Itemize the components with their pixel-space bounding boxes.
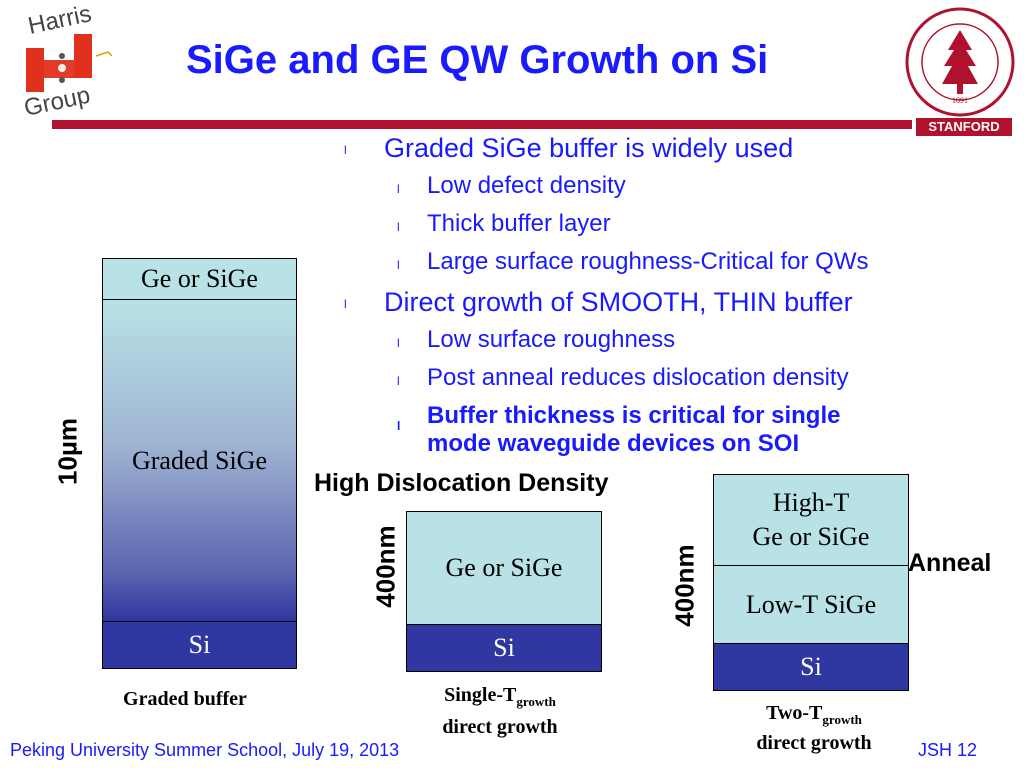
caption-single-t: Single-Tgrowth [444,684,556,709]
slide-title: SiGe and GE QW Growth on Si [186,38,769,82]
bullet-marker: l [397,336,400,350]
svg-text:1891: 1891 [952,96,968,105]
caption-graded-buffer: Graded buffer [123,688,247,710]
layer-low-t-sige: Low-T SiGe [713,565,909,644]
layer-ge-or-sige-single: Ge or SiGe [406,511,602,625]
bullet-marker: l [397,220,400,234]
footer-event: Peking University Summer School, July 19… [10,740,400,760]
caption-two-t-line2: direct growth [756,732,872,754]
layer-graded-sige: Graded SiGe [102,299,297,622]
footer-page: JSH 12 [918,740,978,760]
annotation-high-dislocation: High Dislocation Density [314,469,609,497]
caption-single-t-line2: direct growth [442,716,558,738]
thickness-label-400nm-two-t: 400nm [669,544,700,627]
layer-si-substrate: Si [102,621,297,669]
layer-si-single: Si [406,624,602,672]
stanford-seal-logo: 1891 [905,7,1015,117]
subbullet-low-roughness: l Low surface roughness [397,326,676,353]
subbullet-thick-buffer: l Thick buffer layer [397,210,611,237]
bullet-marker: l [344,143,347,157]
subbullet-buffer-thickness: l Buffer thickness is critical for singl… [397,402,841,457]
subbullet-surface-roughness: l Large surface roughness-Critical for Q… [397,248,869,275]
bullet-marker: l [344,297,347,311]
bullet-marker: l [397,182,400,196]
caption-two-t: Two-Tgrowth [766,702,862,727]
thickness-label-400nm-single: 400nm [370,525,401,608]
title-divider [52,120,912,129]
layer-ge-or-sige-top: Ge or SiGe [102,258,297,300]
annotation-anneal: Anneal [908,549,992,577]
thickness-label-10um: 10µm [52,417,83,486]
layer-si-two-t: Si [713,643,909,691]
bullet-graded-buffer: l Graded SiGe buffer is widely used [344,133,794,163]
subbullet-post-anneal: l Post anneal reduces dislocation densit… [397,364,849,391]
bullet-marker: l [397,419,401,433]
subbullet-low-defect: l Low defect density [397,172,626,199]
bullet-marker: l [397,374,400,388]
stanford-label: STANFORD [916,118,1012,136]
layer-high-t: High-T Ge or SiGe [713,474,909,566]
bullet-direct-growth: l Direct growth of SMOOTH, THIN buffer [344,287,853,317]
bullet-marker: l [397,258,400,272]
harris-group-logo: Harris Group [22,4,113,122]
